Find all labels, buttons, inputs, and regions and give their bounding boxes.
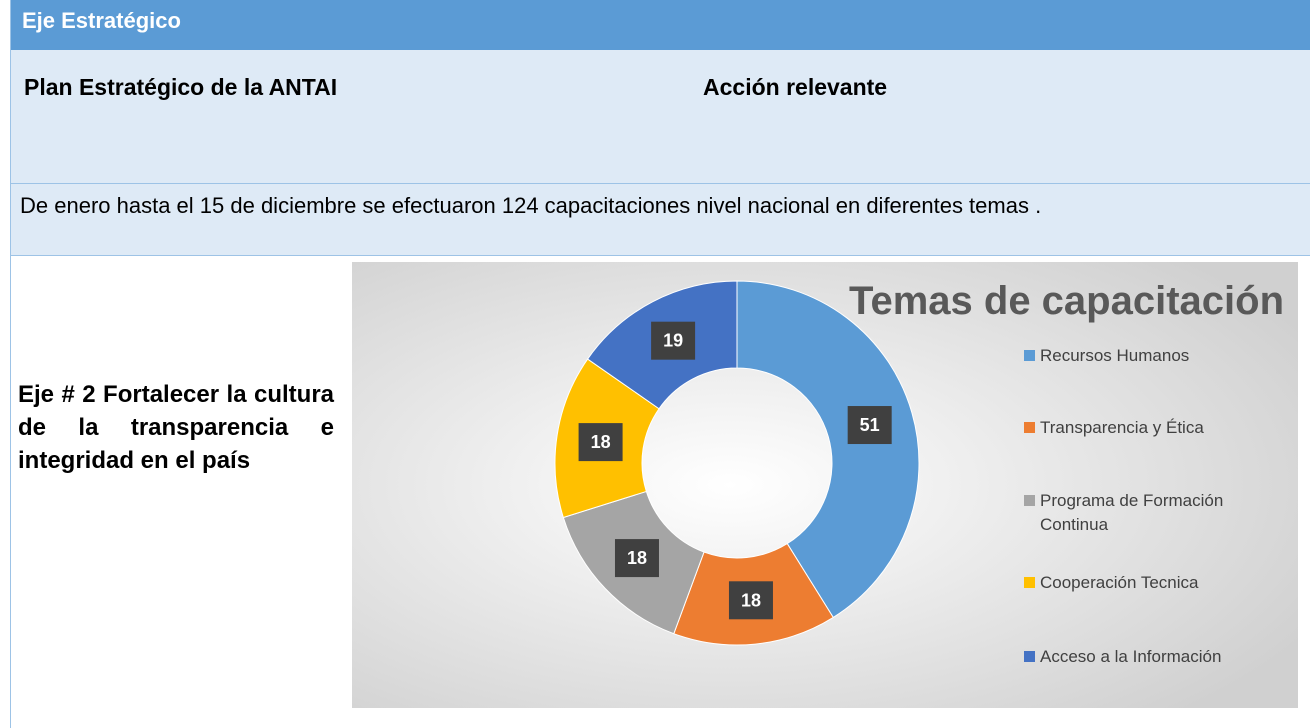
legend-swatch [1024,577,1035,588]
legend-label: Acceso a la Información [1040,647,1222,666]
data-label-box [578,423,623,462]
legend-swatch [1024,422,1035,433]
legend-item: Cooperación Tecnica [1024,571,1198,595]
header-title: Eje Estratégico [10,0,1310,50]
legend-label: Recursos Humanos [1040,346,1190,365]
legend-swatch [1024,350,1035,361]
column-plan: Plan Estratégico de la ANTAI [24,74,338,100]
data-label: 18 [741,590,761,610]
legend-label: Cooperación Tecnica [1040,573,1199,592]
legend-swatch [1024,495,1035,506]
border [10,255,11,728]
doughnut-slice [736,280,920,619]
data-label: 19 [663,331,683,351]
legend-item: Recursos Humanos [1024,344,1189,368]
data-label-box [728,581,773,620]
header-band [10,50,1310,255]
separator [10,183,1310,184]
legend-label: Transparencia y Ética [1040,418,1204,437]
data-label-box [614,539,659,578]
data-label-box [651,321,696,360]
data-label: 18 [591,432,611,452]
eje-text: Eje # 2 Fortalecer la cultura de la tran… [18,381,334,474]
border [10,0,11,255]
legend-item: Acceso a la Información [1024,645,1221,669]
data-label-box [847,406,892,445]
summary: De enero hasta el 15 de diciembre se efe… [20,193,1042,218]
data-label: 18 [627,548,647,568]
column-accion: Acción relevante [703,74,888,100]
chart: Temas de capacitación 51 18 18 18 19 [352,262,1298,708]
chart-title: Temas de capacitación [849,279,1284,323]
data-label: 51 [860,415,880,435]
separator [10,255,1310,256]
legend-label: Programa de Formación Continua [1040,491,1224,534]
legend-item: Transparencia y Ética [1024,416,1204,440]
legend-swatch [1024,651,1035,662]
legend-item: Programa de Formación Continua [1024,489,1284,537]
